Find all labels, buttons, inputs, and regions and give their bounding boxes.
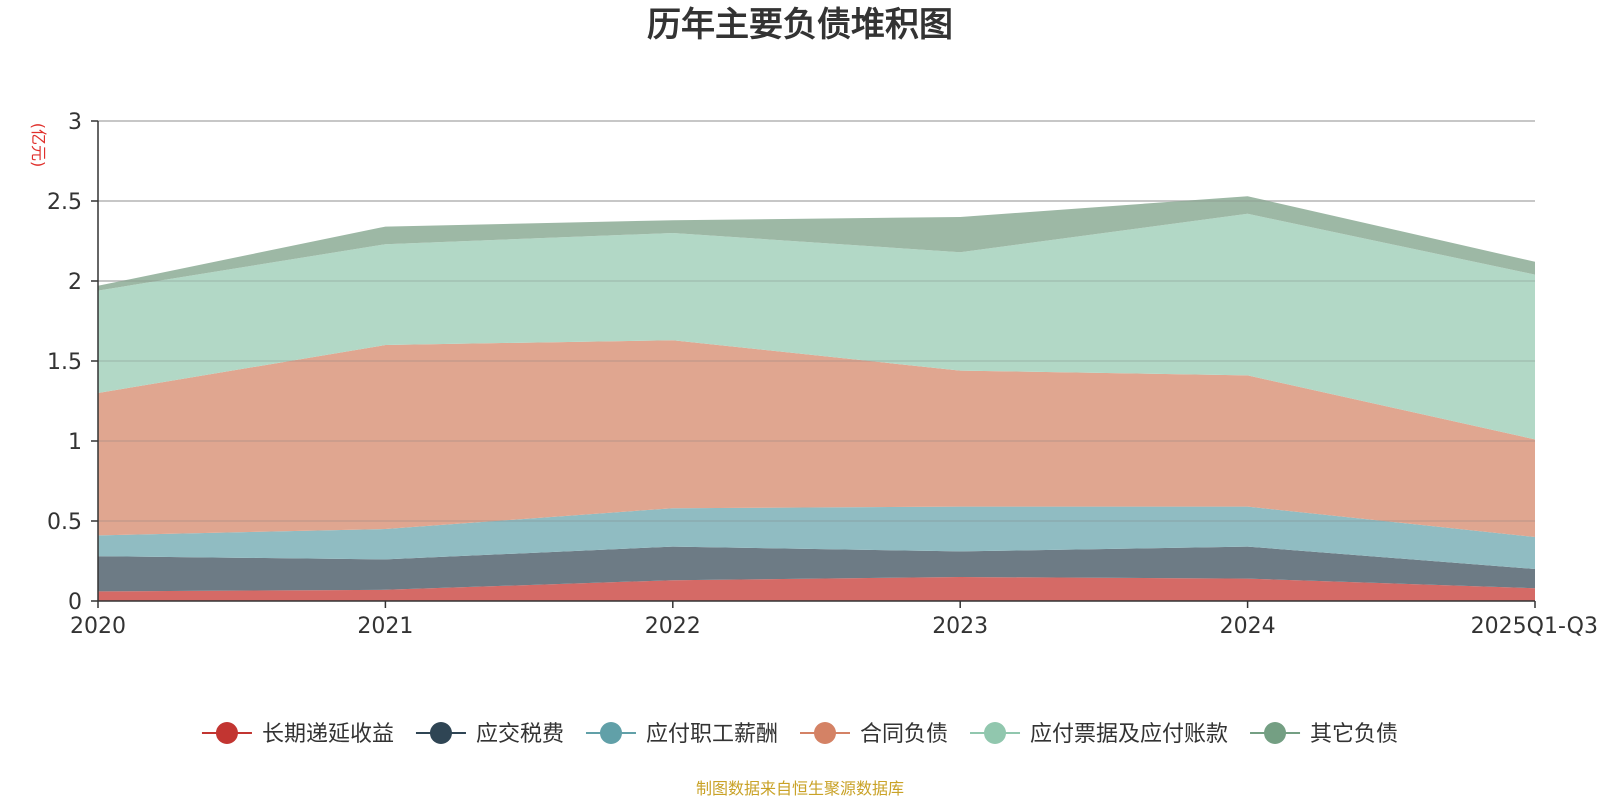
legend-item-2[interactable]: 应交税费 bbox=[415, 722, 564, 747]
legend-item-3[interactable]: 应付职工薪酬 bbox=[585, 722, 778, 747]
legend-label: 其它负债 bbox=[1310, 722, 1398, 747]
legend-label: 应交税费 bbox=[476, 722, 564, 747]
y-tick-label: 3 bbox=[68, 110, 82, 135]
legend-marker-dot bbox=[429, 722, 452, 744]
legend-marker-dot bbox=[1264, 722, 1287, 744]
x-tick-label: 2025Q1-Q3 bbox=[1471, 614, 1598, 639]
x-tick-label: 2021 bbox=[357, 614, 413, 639]
y-tick-label: 2 bbox=[68, 270, 82, 295]
y-tick-label: 1.5 bbox=[47, 350, 82, 375]
area-series-6 bbox=[98, 196, 1535, 291]
legend-label: 应付票据及应付账款 bbox=[1030, 722, 1228, 747]
x-axis-ticks: 2020 2021 2022 2023 2024 2025Q1-Q3 bbox=[70, 601, 1598, 639]
x-tick-label: 2022 bbox=[645, 614, 701, 639]
data-source-note: 制图数据来自恒生聚源数据库 bbox=[696, 779, 904, 798]
area-series-3 bbox=[98, 506, 1535, 569]
legend: 长期递延收益 应交税费 应付职工薪酬 合同负债 应付票据及应付账款 其它负债 bbox=[201, 722, 1398, 747]
y-tick-label: 0.5 bbox=[47, 510, 82, 535]
legend-label: 合同负债 bbox=[860, 722, 948, 747]
y-tick-label: 1 bbox=[68, 430, 82, 455]
y-tick-label: 0 bbox=[68, 590, 82, 615]
x-tick-label: 2020 bbox=[70, 614, 126, 639]
legend-marker-dot bbox=[814, 722, 836, 744]
legend-marker-dot bbox=[599, 722, 622, 744]
x-tick-label: 2024 bbox=[1220, 614, 1276, 639]
y-tick-label: 2.5 bbox=[47, 190, 82, 215]
legend-item-1[interactable]: 长期递延收益 bbox=[201, 722, 394, 747]
area-series-5 bbox=[98, 213, 1535, 440]
legend-item-5[interactable]: 应付票据及应付账款 bbox=[970, 722, 1228, 747]
area-series-4 bbox=[98, 340, 1535, 537]
legend-marker-dot bbox=[984, 722, 1007, 744]
x-tick-label: 2023 bbox=[932, 614, 988, 639]
legend-item-6[interactable]: 其它负债 bbox=[1250, 722, 1398, 747]
legend-marker-dot bbox=[215, 722, 238, 744]
legend-label: 应付职工薪酬 bbox=[646, 722, 778, 747]
y-axis-ticks: 0 0.5 1 1.5 2 2.5 3 bbox=[47, 110, 98, 615]
y-axis-unit-label: (亿元) bbox=[29, 123, 48, 168]
legend-item-4[interactable]: 合同负债 bbox=[800, 722, 948, 747]
chart-title: 历年主要负债堆积图 bbox=[647, 5, 953, 45]
area-series-1 bbox=[98, 577, 1535, 601]
area-series-2 bbox=[98, 546, 1535, 592]
legend-label: 长期递延收益 bbox=[262, 722, 394, 747]
area-series bbox=[98, 120, 1535, 601]
